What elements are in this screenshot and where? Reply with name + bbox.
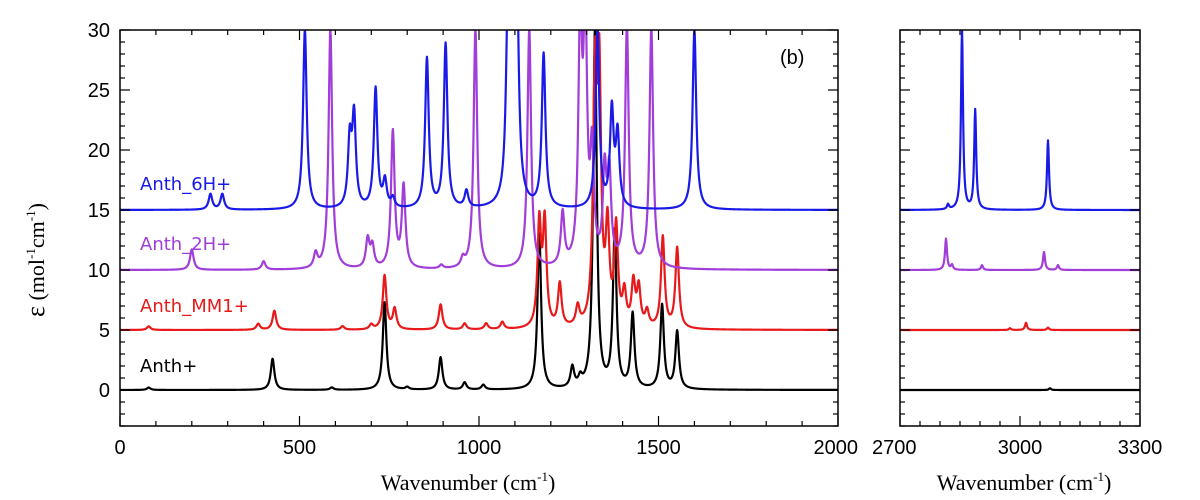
series-group bbox=[900, 30, 1140, 392]
x-tick-label: 3300 bbox=[1118, 437, 1163, 459]
x-axis-title-main: Wavenumber (cm-1) bbox=[381, 469, 556, 495]
x-axis-title-ch: Wavenumber (cm-1) bbox=[937, 469, 1112, 495]
series-line-anth-2h- bbox=[900, 237, 1140, 272]
y-tick-label: 30 bbox=[88, 20, 110, 42]
x-tick-label: 500 bbox=[283, 437, 316, 459]
plot-frame bbox=[899, 29, 1141, 427]
svg-text:ε (mol-1cm-1): ε (mol-1cm-1) bbox=[21, 203, 50, 317]
y-axis-title: ε (mol-1cm-1) bbox=[21, 203, 50, 317]
series-line-anth-6h- bbox=[120, 30, 838, 211]
series-group bbox=[120, 30, 838, 392]
y-tick-label: 0 bbox=[99, 380, 110, 402]
series-line-anth-mm1- bbox=[120, 32, 838, 332]
series-label-anth-2h-: Anth_2H+ bbox=[140, 234, 231, 255]
y-tick-label: 15 bbox=[88, 200, 110, 222]
x-tick-label: 2000 bbox=[814, 437, 859, 459]
main-spectrum-panel: 0 500 1000 1500 2000 0 5 10 15 20 25 30 Anth+ Anth_MM… bbox=[88, 20, 859, 459]
series-line-anth- bbox=[900, 387, 1140, 392]
y-tick-label: 5 bbox=[99, 320, 110, 342]
series-label-anth-mm1-: Anth_MM1+ bbox=[140, 296, 249, 317]
series-line-anth-6h- bbox=[900, 30, 1140, 212]
x-tick-label: 3000 bbox=[998, 437, 1043, 459]
series-line-anth-2h- bbox=[120, 30, 838, 271]
x-tick-label: 1000 bbox=[457, 437, 502, 459]
series-label-anth-: Anth+ bbox=[140, 356, 197, 377]
x-tick-label: 0 bbox=[114, 437, 125, 459]
x-tick-label: 1500 bbox=[636, 437, 681, 459]
ch-stretch-panel: 2700 3000 3300 bbox=[872, 29, 1162, 459]
y-axis-symbol: ε bbox=[21, 306, 50, 317]
y-tick-label: 10 bbox=[88, 260, 110, 282]
x-tick-label: 2700 bbox=[872, 437, 917, 459]
plot-frame bbox=[119, 29, 839, 427]
series-line-anth-mm1- bbox=[900, 321, 1140, 332]
series-label-anth-6h-: Anth_6H+ bbox=[140, 174, 231, 195]
y-tick-label: 25 bbox=[88, 80, 110, 102]
series-line-anth- bbox=[120, 30, 838, 392]
panel-tag: (b) bbox=[780, 47, 804, 69]
y-tick-label: 20 bbox=[88, 140, 110, 162]
